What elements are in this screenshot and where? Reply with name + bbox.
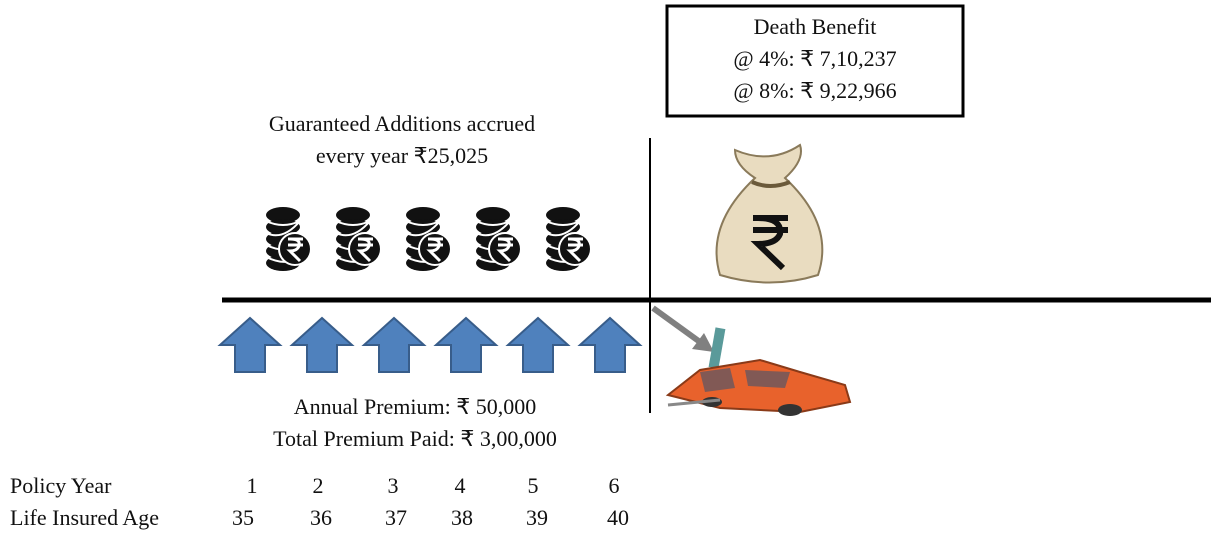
premium-arrow — [508, 318, 568, 372]
table-cell: 1 — [247, 473, 258, 498]
table-cell: 36 — [310, 505, 332, 530]
table-cell: 40 — [607, 505, 629, 530]
guaranteed-additions-text: every year ₹25,025 — [316, 143, 488, 168]
coin-icon — [476, 207, 521, 271]
premium-text: Total Premium Paid: ₹ 3,00,000 — [273, 426, 557, 451]
premium-arrow — [436, 318, 496, 372]
table-cell: 2 — [313, 473, 324, 498]
row-label: Life Insured Age — [10, 505, 159, 530]
death-benefit-line: @ 4%: ₹ 7,10,237 — [733, 46, 896, 71]
table-cell: 38 — [451, 505, 473, 530]
coin-icon — [266, 207, 311, 271]
table-cell: 5 — [528, 473, 539, 498]
row-label: Policy Year — [10, 473, 112, 498]
premium-text: Annual Premium: ₹ 50,000 — [294, 394, 537, 419]
diagram: Death Benefit @ 4%: ₹ 7,10,237 @ 8%: ₹ 9… — [0, 0, 1211, 536]
table-cell: 3 — [388, 473, 399, 498]
coin-icon — [546, 207, 591, 271]
table-cell: 4 — [455, 473, 466, 498]
premium-arrow — [364, 318, 424, 372]
coin-icon — [336, 207, 381, 271]
page: Death Benefit @ 4%: ₹ 7,10,237 @ 8%: ₹ 9… — [0, 0, 1211, 536]
event-pointer — [653, 308, 714, 352]
table-cell: 37 — [385, 505, 407, 530]
guaranteed-additions-text: Guaranteed Additions accrued — [269, 111, 535, 136]
premium-arrow — [220, 318, 280, 372]
table-cell: 35 — [232, 505, 254, 530]
money-bag-icon — [717, 145, 823, 283]
policy-table: Policy Year 1 2 3 4 5 6 Life Insured Age 35 36 37 3… — [10, 473, 629, 530]
premium-arrow — [292, 318, 352, 372]
coin-icon — [406, 207, 451, 271]
table-cell: 39 — [526, 505, 548, 530]
death-benefit-line: @ 8%: ₹ 9,22,966 — [733, 78, 896, 103]
table-cell: 6 — [609, 473, 620, 498]
premium-arrow — [580, 318, 640, 372]
death-benefit-title: Death Benefit — [754, 14, 877, 39]
